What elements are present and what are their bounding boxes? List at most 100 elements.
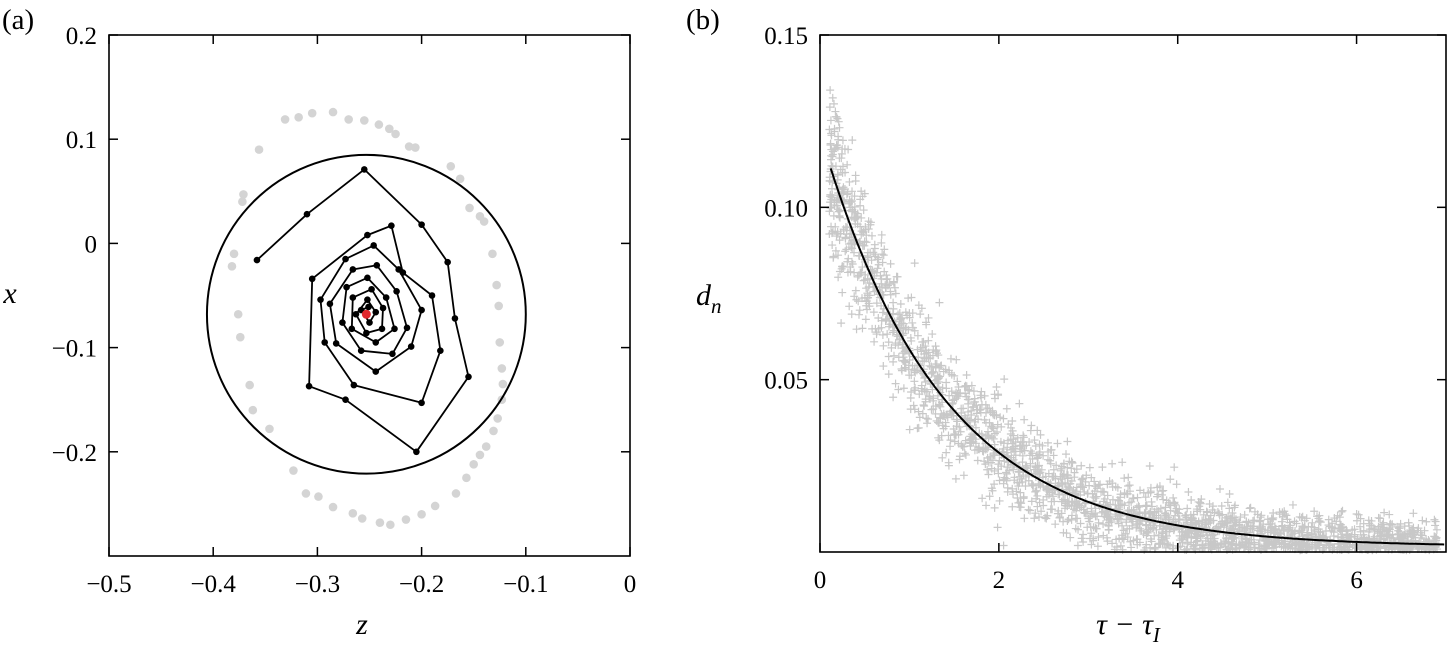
- panel-b-scatter-point: [1132, 523, 1141, 532]
- panel-b-scatter-point: [981, 400, 990, 409]
- panel-b-scatter-point: [1072, 504, 1081, 513]
- panel-a-trajectory-point: [321, 339, 328, 346]
- panel-b-fit-curve: [829, 168, 1445, 546]
- panel-b-scatter-point: [1314, 517, 1323, 526]
- panel-b-scatter-point: [1160, 508, 1169, 517]
- panel-a-trajectory-point: [437, 347, 444, 355]
- panel-b-scatter-point: [827, 129, 836, 138]
- panel-a-outer-point: [451, 489, 461, 498]
- panel-b-scatter-point: [870, 244, 879, 253]
- panel-b-scatter-point: [833, 227, 842, 236]
- panel-a-trajectory-point: [451, 315, 459, 322]
- panel-b-scatter-point: [1271, 537, 1280, 546]
- panel-b-scatter-point: [1242, 517, 1251, 526]
- panel-b-scatter-point: [931, 342, 940, 351]
- panel-b-scatter-point: [1049, 465, 1058, 474]
- panel-b-scatter-point: [1058, 472, 1067, 481]
- panel-b-scatter-point: [1019, 492, 1028, 501]
- panel-b-scatter-point: [1080, 508, 1089, 517]
- panel-b-scatter-point: [1182, 546, 1191, 555]
- panel-b-scatter-point: [892, 272, 901, 281]
- panel-b-y-tick-labels: 0.15 0.10 0.05: [764, 23, 808, 395]
- panel-b-scatter-point: [945, 368, 954, 377]
- panel-b-scatter-point: [927, 405, 936, 414]
- panel-b-scatter-point: [1146, 507, 1155, 516]
- panel-b-scatter-point: [925, 392, 934, 401]
- panel-a-y-tick-label: 0.2: [66, 23, 97, 50]
- panel-b-scatter-point: [1236, 513, 1245, 522]
- panel-b-scatter-point: [1039, 495, 1048, 504]
- panel-b-scatter-point: [1314, 527, 1323, 536]
- panel-b-scatter-point: [961, 450, 970, 459]
- panel-b-scatter-point: [1027, 497, 1036, 506]
- panel-b-scatter-point: [1288, 500, 1297, 509]
- panel-b-scatter-point: [1013, 493, 1022, 502]
- panel-b-scatter-point: [1260, 542, 1269, 551]
- panel-a-trajectory-point: [368, 285, 375, 293]
- panel-b-scatter-point: [1072, 487, 1081, 496]
- panel-b-scatter-point: [999, 479, 1008, 488]
- panel-a-outer-point: [227, 262, 237, 271]
- panel-b-scatter-point: [1195, 502, 1204, 511]
- panel-b-scatter-point: [1094, 533, 1103, 542]
- panel-a-trajectory-point: [342, 396, 349, 404]
- panel-b-scatter-point: [1356, 527, 1365, 536]
- panel-a-trajectory-point: [303, 210, 311, 218]
- panel-b-scatter-point: [1231, 501, 1240, 510]
- panel-b-scatter-point: [887, 343, 896, 352]
- panel-b-scatter-point: [1210, 541, 1219, 550]
- panel-b-scatter-point: [950, 371, 959, 380]
- panel-b-scatter-point: [844, 145, 853, 154]
- panel-a-trajectory-point: [418, 221, 425, 228]
- panel-b-scatter-point: [831, 246, 840, 255]
- panel-b-scatter-point: [953, 377, 962, 386]
- panel-b-scatter-point: [1034, 480, 1043, 489]
- panel-b-scatter-point: [907, 387, 916, 396]
- panel-a-outer-point: [280, 115, 290, 124]
- panel-b-scatter-point: [878, 308, 887, 317]
- panel-b-scatter-point: [845, 302, 854, 311]
- panel-b-scatter-point: [1127, 543, 1136, 552]
- panel-a-outer-point: [375, 518, 385, 527]
- panel-b-scatter-point: [922, 387, 931, 396]
- panel-b-scatter-point: [1257, 511, 1266, 520]
- panel-a-outer-point: [233, 309, 243, 319]
- panel-b-scatter-point: [1071, 524, 1080, 533]
- panel-b-scatter-point: [1418, 516, 1427, 525]
- panel-b-scatter-point: [1253, 526, 1262, 535]
- panel-a-outer-point: [417, 510, 426, 519]
- panel-b-scatter-point: [904, 325, 913, 334]
- panel-b-scatter-point: [913, 331, 922, 340]
- panel-b-scatter-point: [972, 409, 981, 418]
- panel-a-y-tick-label: 0: [85, 231, 98, 258]
- panel-b-scatter-point: [1091, 504, 1100, 513]
- panel-b-scatter-point: [1243, 522, 1252, 531]
- panel-b-scatter-point: [967, 381, 976, 390]
- panel-b-scatter-point: [1354, 510, 1363, 519]
- panel-b-scatter-point: [1395, 527, 1404, 536]
- panel-b-scatter-point: [1116, 490, 1125, 499]
- panel-b-scatter-point: [864, 224, 873, 233]
- panel-b-scatter-point: [1337, 507, 1346, 516]
- panel-b-scatter-point: [951, 429, 960, 438]
- panel-b-scatter-point: [1182, 510, 1191, 519]
- panel-b-scatter-point: [1199, 543, 1208, 552]
- panel-b-scatter-point: [1014, 482, 1023, 491]
- panel-b-scatter-point: [987, 464, 996, 473]
- panel-b-scatter-point: [835, 206, 844, 215]
- panel-b-scatter-point: [961, 389, 970, 398]
- panel-a-outer-point: [430, 501, 440, 511]
- panel-b-scatter-points: [825, 86, 1442, 555]
- panel-b-scatter-point: [901, 357, 910, 366]
- panel-b-scatter-point: [944, 461, 953, 470]
- panel-b-scatter-point: [1370, 532, 1379, 541]
- panel-b-scatter-point: [914, 301, 923, 310]
- panel-b-scatter-point: [1206, 534, 1215, 543]
- panel-a-outer-point: [391, 129, 400, 139]
- panel-b-scatter-point: [1014, 467, 1023, 476]
- panel-b-scatter-point: [1103, 491, 1112, 500]
- panel-b-scatter-point: [967, 438, 976, 447]
- panel-b-scatter-point: [878, 250, 887, 259]
- panel-b-scatter-point: [946, 354, 955, 363]
